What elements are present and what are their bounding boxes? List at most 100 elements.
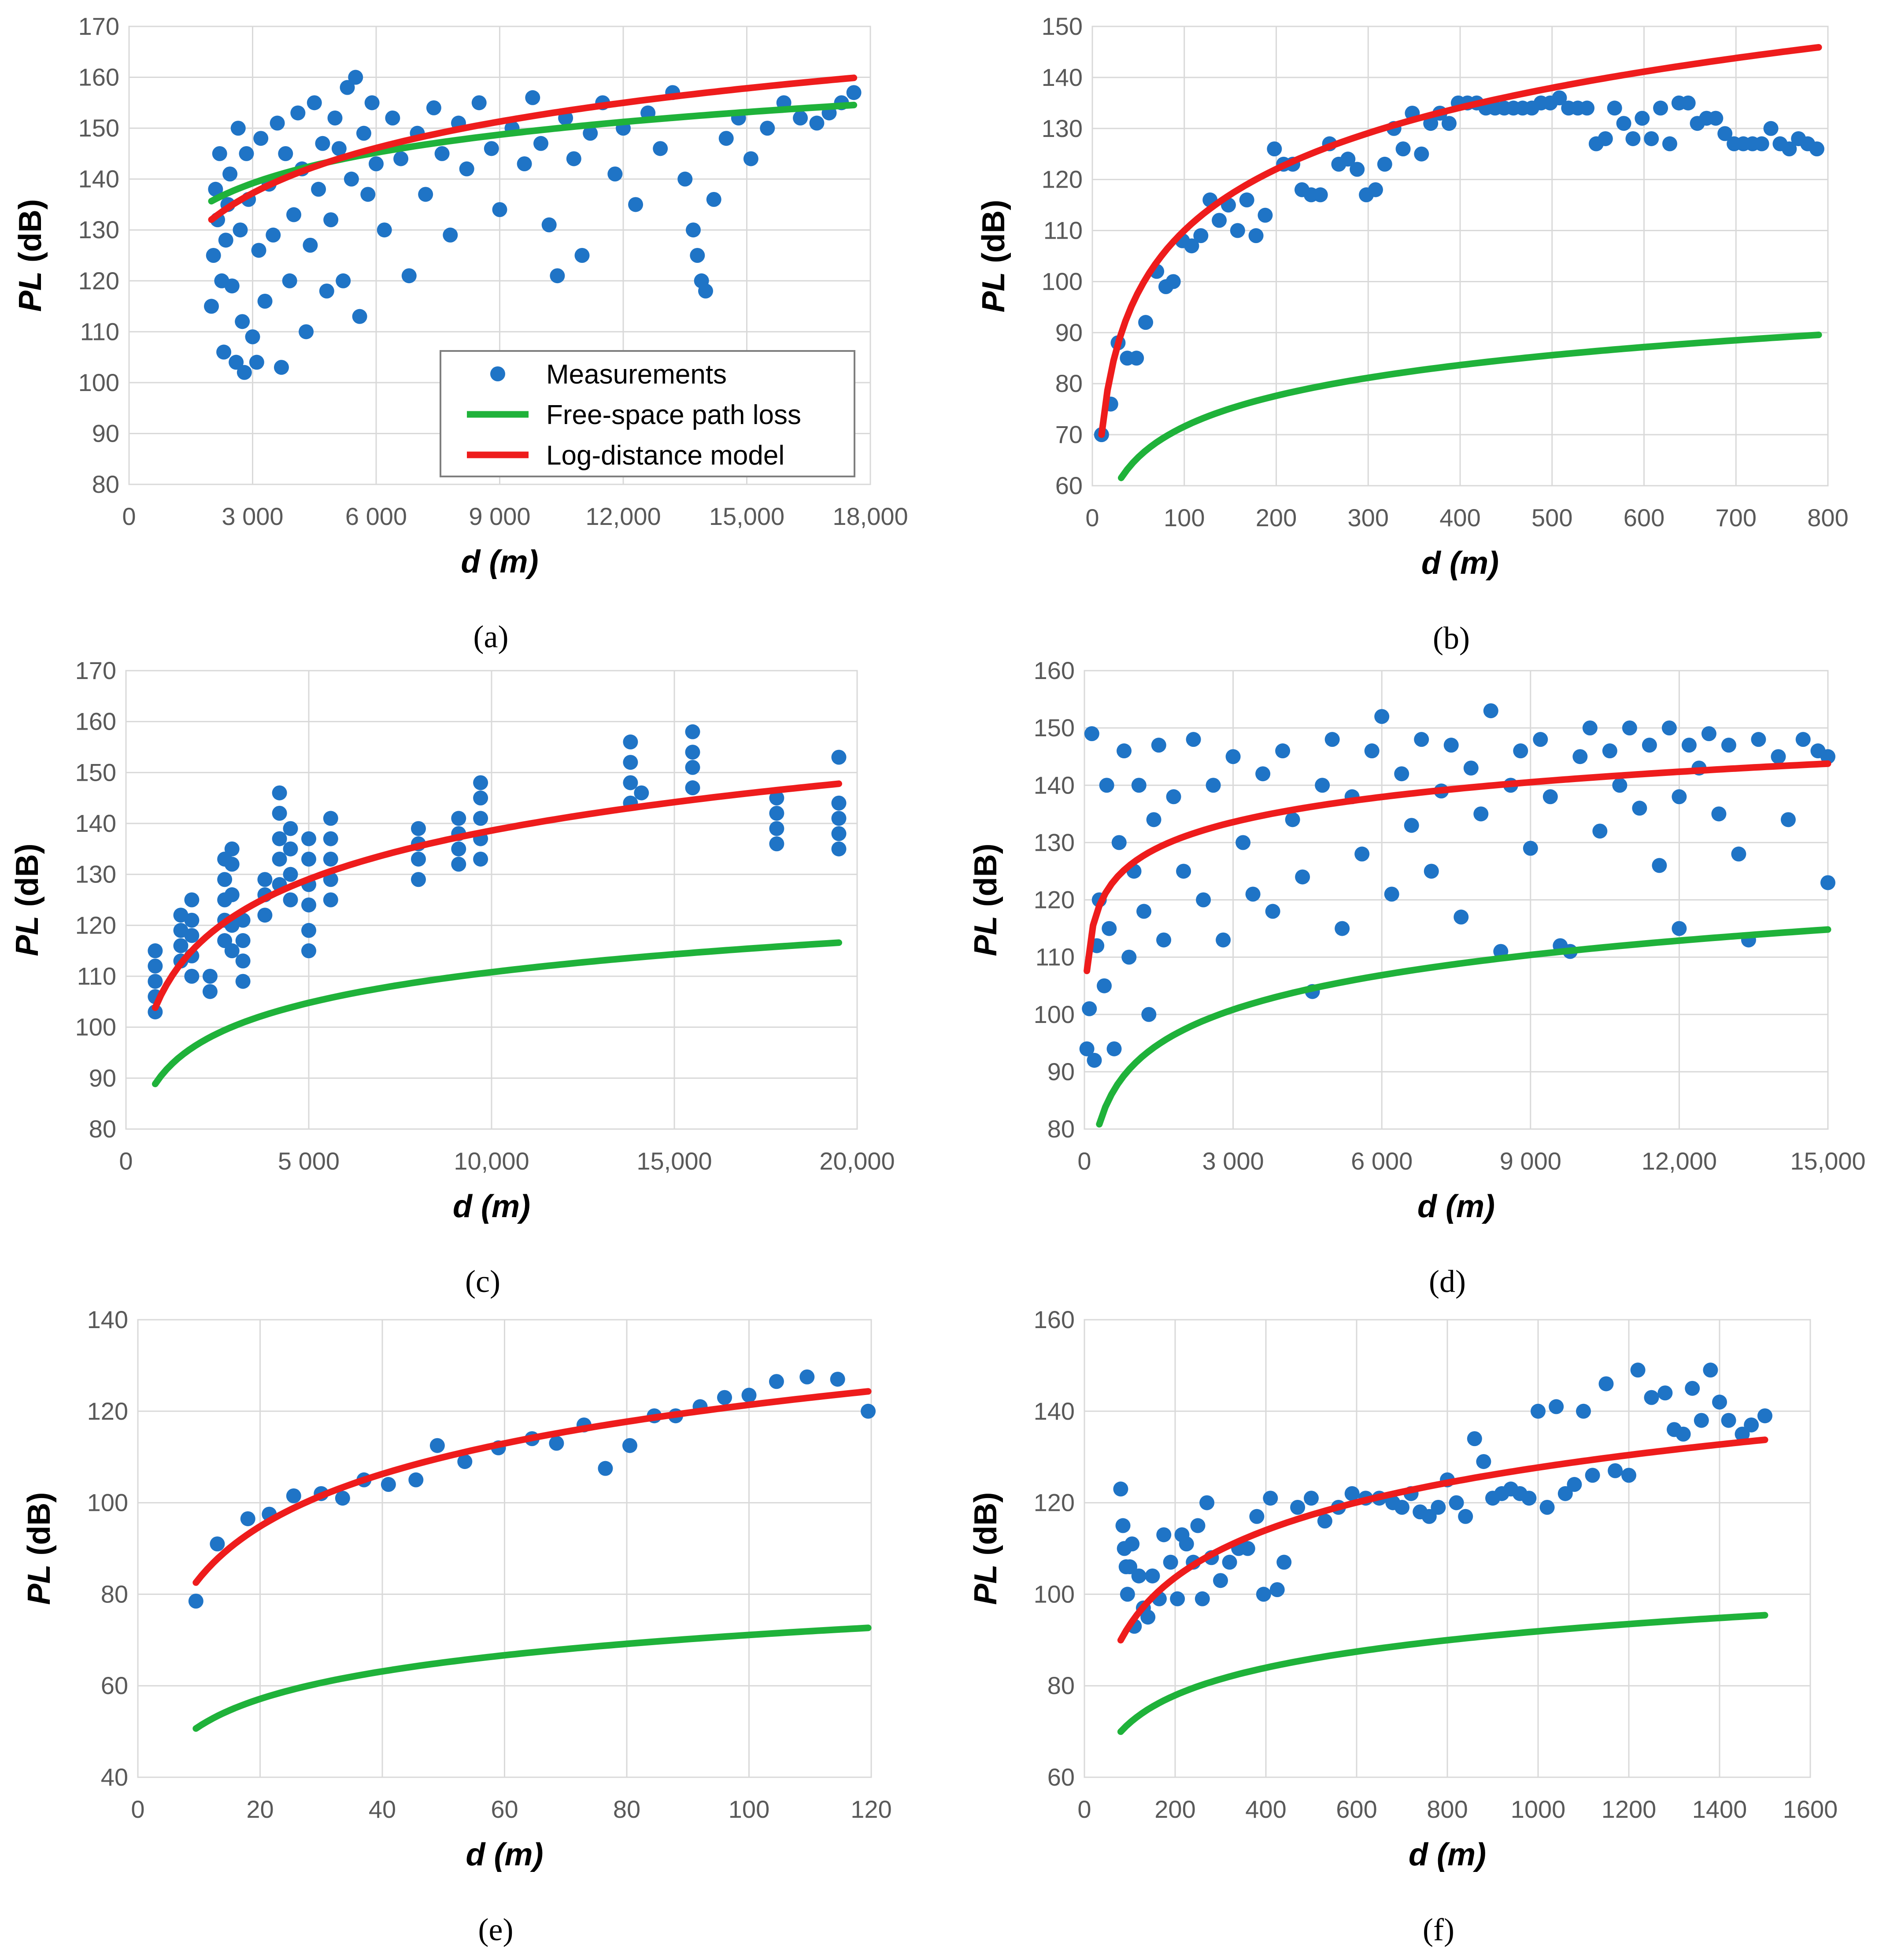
measurement-point	[1607, 100, 1622, 116]
measurement-point	[1672, 789, 1687, 805]
x-tick-label: 600	[1624, 504, 1664, 532]
measurement-point	[331, 141, 347, 156]
measurement-point	[685, 724, 700, 739]
measurement-point	[1622, 720, 1637, 736]
measurement-point	[249, 354, 264, 370]
measurement-point	[239, 146, 254, 161]
measurement-point	[1117, 743, 1132, 759]
measurement-point	[1213, 1573, 1228, 1588]
measurement-point	[1533, 732, 1548, 747]
measurement-point	[1163, 1554, 1178, 1570]
measurement-point	[1676, 1426, 1691, 1442]
legend-label: Free-space path loss	[546, 400, 801, 430]
measurement-point	[1632, 801, 1647, 816]
measurement-point	[1184, 238, 1199, 254]
measurement-point	[1141, 1007, 1157, 1022]
measurement-point	[286, 207, 301, 222]
measurement-point	[245, 329, 260, 344]
measurement-point	[634, 785, 649, 801]
x-tick-label: 3 000	[1202, 1147, 1264, 1175]
measurement-point	[1097, 978, 1112, 993]
measurement-point	[831, 795, 847, 811]
measurement-point	[1441, 116, 1457, 131]
measurement-point	[1463, 760, 1479, 776]
y-tick-label: 150	[75, 758, 116, 786]
measurement-point	[1754, 136, 1769, 151]
y-tick-label: 150	[1034, 714, 1075, 742]
measurement-point	[233, 222, 248, 238]
measurement-point	[1315, 778, 1330, 793]
measurement-point	[473, 775, 488, 790]
measurement-point	[1404, 818, 1419, 833]
panel-label: (f)	[1423, 1912, 1454, 1947]
y-tick-label: 100	[1034, 1000, 1075, 1028]
measurement-point	[706, 192, 721, 207]
measurement-point	[1124, 1536, 1140, 1552]
measurement-point	[1295, 869, 1310, 885]
x-tick-label: 100	[729, 1795, 769, 1823]
y-tick-label: 140	[78, 165, 119, 193]
measurement-point	[206, 248, 221, 263]
measurement-point	[471, 95, 487, 111]
measurement-point	[653, 141, 668, 156]
measurement-point	[377, 222, 392, 238]
measurement-point	[831, 826, 847, 842]
measurement-point	[381, 1477, 396, 1492]
measurement-point	[741, 1388, 757, 1403]
measurement-point	[1539, 1499, 1555, 1515]
measurement-point	[1239, 192, 1254, 208]
measurement-point	[1572, 749, 1588, 764]
measurement-point	[1567, 1477, 1582, 1492]
measurement-point	[315, 136, 330, 151]
measurement-point	[1082, 1001, 1097, 1016]
measurement-point	[1290, 1499, 1306, 1515]
measurement-point	[224, 856, 240, 872]
measurement-point	[1285, 812, 1300, 827]
measurement-point	[323, 892, 338, 908]
measurement-point	[319, 283, 334, 299]
y-axis-title-variable: PL	[968, 1564, 1003, 1605]
measurement-point	[1368, 182, 1383, 197]
x-tick-label: 500	[1531, 504, 1572, 532]
measurement-point	[184, 928, 200, 943]
measurement-point	[299, 324, 314, 340]
measurement-point	[1230, 223, 1245, 238]
measurement-point	[301, 943, 316, 959]
measurement-point	[1757, 1408, 1772, 1424]
measurement-point	[1129, 351, 1144, 366]
measurement-point	[1222, 1554, 1237, 1570]
y-tick-label: 110	[1043, 217, 1083, 244]
y-tick-label: 140	[1034, 1397, 1075, 1425]
measurement-point	[282, 273, 297, 288]
measurement-point	[1476, 1454, 1491, 1469]
measurement-point	[1394, 766, 1409, 782]
measurement-point	[148, 958, 163, 974]
measurement-point	[1602, 743, 1617, 759]
x-tick-label: 600	[1336, 1795, 1377, 1823]
measurement-point	[148, 974, 163, 989]
measurement-point	[1364, 743, 1380, 759]
plot-area-frame	[137, 1319, 872, 1778]
measurement-point	[1717, 126, 1733, 141]
measurement-point	[685, 780, 700, 796]
measurement-point	[623, 734, 638, 749]
measurement-point	[184, 912, 200, 928]
measurement-point	[831, 749, 847, 765]
chart-panel-a: 80 90 100 110 120 130 140 150 160 170 0 3 000 6 000 9…	[13, 12, 908, 654]
free-space-path-loss-line	[152, 939, 842, 1087]
measurement-point	[336, 273, 351, 288]
measurement-point	[1598, 1376, 1614, 1392]
measurement-point	[1087, 1052, 1102, 1068]
measurement-point	[831, 811, 847, 826]
measurement-point	[257, 872, 273, 887]
legend-label: Log-distance model	[546, 440, 784, 471]
legend-label: Measurements	[546, 359, 727, 390]
measurement-point	[272, 805, 287, 821]
measurement-point	[1661, 720, 1677, 736]
measurement-point	[550, 268, 565, 284]
measurement-point	[451, 856, 466, 872]
measurement-point	[385, 111, 400, 125]
chart-panel-e: 40 60 80 100 120 140 0 20 40 60 80 100 120 d (m) PL (d…	[22, 1306, 892, 1947]
measurement-point	[1176, 864, 1191, 879]
